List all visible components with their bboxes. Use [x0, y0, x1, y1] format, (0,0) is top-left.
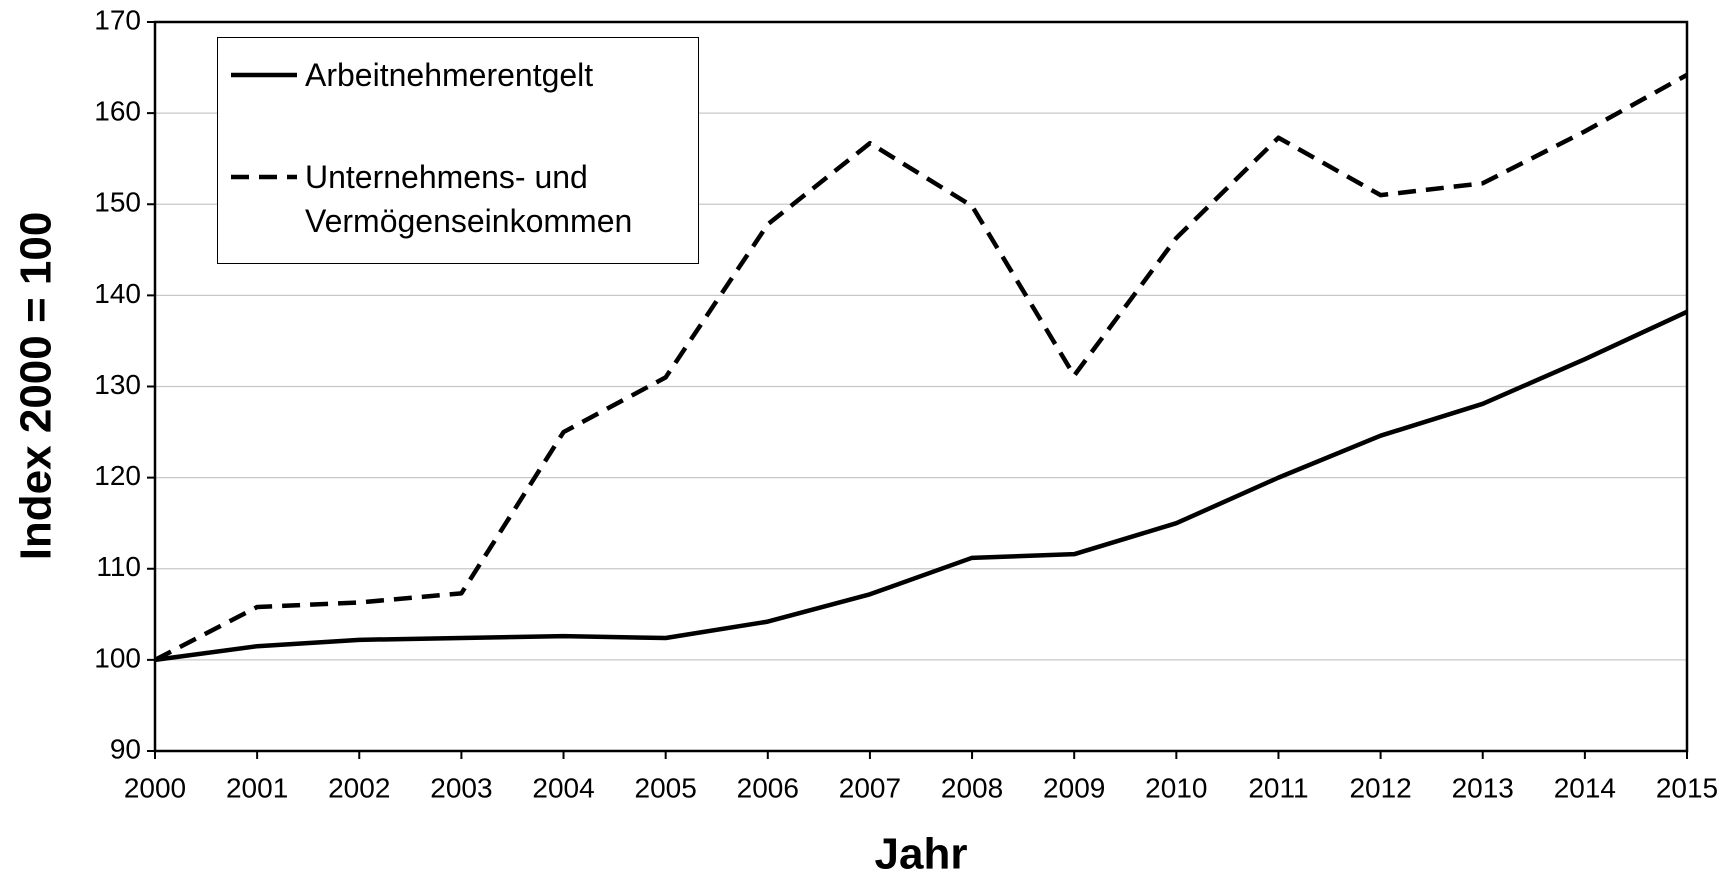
y-tick-label: 160 [94, 96, 141, 127]
y-tick-label: 140 [94, 278, 141, 309]
series-line [153, 72, 1689, 662]
x-axis-title: Jahr [875, 830, 968, 874]
legend-label: Arbeitnehmerentgelt [305, 57, 594, 93]
series-line [154, 309, 1688, 663]
x-tick-label: 2008 [941, 772, 1003, 803]
legend-label: Unternehmens- und Vermögenseinkommen [305, 159, 633, 239]
x-tick-label: 2015 [1656, 772, 1718, 803]
x-tick-label: 2010 [1145, 772, 1207, 803]
legend-swatch [231, 174, 297, 180]
x-tick-label: 2014 [1554, 772, 1616, 803]
x-tick-label: 2004 [532, 772, 594, 803]
x-tick-label: 2013 [1452, 772, 1514, 803]
y-tick-label: 90 [110, 733, 141, 764]
legend-item: Arbeitnehmerentgelt [218, 57, 593, 97]
y-tick-label: 110 [96, 551, 141, 582]
x-tick-label: 2012 [1349, 772, 1411, 803]
y-axis-title: Index 2000 = 100 [12, 212, 61, 561]
x-tick-label: 2001 [226, 772, 288, 803]
y-tick-label: 170 [94, 4, 141, 35]
legend: Arbeitnehmerentgelt Unternehmens- und Ver… [217, 37, 699, 264]
x-tick-label: 2006 [737, 772, 799, 803]
x-tick-label: 2000 [124, 772, 186, 803]
y-tick-label: 120 [94, 460, 141, 491]
legend-item: Unternehmens- und Vermögenseinkommen [218, 159, 632, 243]
x-tick-label: 2002 [328, 772, 390, 803]
y-tick-label: 100 [94, 642, 141, 673]
y-tick-label: 130 [94, 369, 141, 400]
x-tick-label: 2011 [1248, 772, 1308, 803]
x-tick-label: 2003 [430, 772, 492, 803]
y-tick-label: 150 [94, 187, 141, 218]
x-tick-label: 2009 [1043, 772, 1105, 803]
legend-swatch [231, 72, 297, 78]
x-tick-label: 2005 [635, 772, 697, 803]
plot-frame [153, 20, 1689, 753]
x-tick-label: 2007 [839, 772, 901, 803]
